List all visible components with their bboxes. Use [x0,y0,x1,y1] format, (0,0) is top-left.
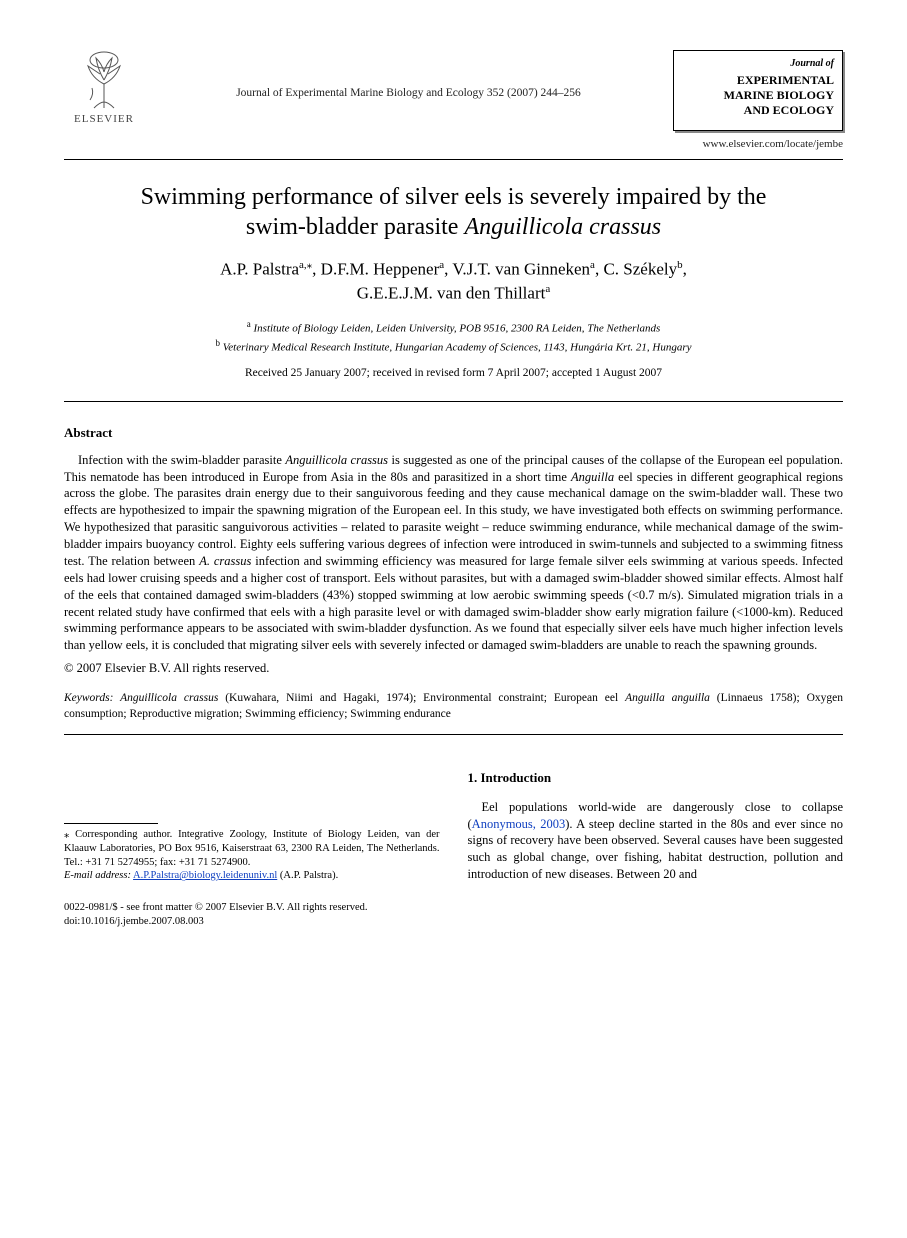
title-species: Anguillicola crassus [464,214,661,240]
abstract-copyright: © 2007 Elsevier B.V. All rights reserved… [64,660,843,677]
article-title: Swimming performance of silver eels is s… [74,182,833,242]
publisher-name: ELSEVIER [74,112,134,127]
publisher-logo: ELSEVIER [64,50,144,127]
footer: 0022-0981/$ - see front matter © 2007 El… [64,901,843,928]
article-dates: Received 25 January 2007; received in re… [64,366,843,382]
keywords: Keywords: Anguillicola crassus (Kuwahara… [64,691,843,722]
journal-box-wrap: Journal of EXPERIMENTAL MARINE BIOLOGY A… [673,50,843,151]
title-line2-pre: swim-bladder parasite [246,214,465,240]
journal-url: www.elsevier.com/locate/jembe [673,137,843,152]
rule-mid [64,401,843,402]
abstract-body: Infection with the swim-bladder parasite… [64,452,843,655]
author-5: G.E.E.J.M. van den Thillart [357,284,546,303]
two-column-region: ⁎ Corresponding author. Integrative Zool… [64,769,843,883]
keywords-label: Keywords: [64,692,120,704]
footnote-rule [64,823,158,824]
email-label: E-mail address: [64,870,131,881]
author-3: V.J.T. van Ginneken [452,260,590,279]
elsevier-tree-icon [74,50,134,110]
title-line1: Swimming performance of silver eels is s… [141,184,767,210]
affiliation-a: Institute of Biology Leiden, Leiden Univ… [251,322,661,334]
rule-top [64,159,843,160]
corresponding-email[interactable]: A.P.Palstra@biology.leidenuniv.nl [133,870,277,881]
corresponding-footnote: ⁎ Corresponding author. Integrative Zool… [64,828,440,883]
author-2: D.F.M. Heppener [321,260,440,279]
footer-doi: doi:10.1016/j.jembe.2007.08.003 [64,915,843,929]
column-left: ⁎ Corresponding author. Integrative Zool… [64,769,440,883]
affiliation-b: Veterinary Medical Research Institute, H… [220,341,692,353]
author-4: C. Székely [603,260,677,279]
author-1: A.P. Palstra [220,260,299,279]
affiliations: a Institute of Biology Leiden, Leiden Un… [64,318,843,356]
author-list: A.P. Palstraa,⁎, D.F.M. Heppenera, V.J.T… [64,258,843,305]
intro-heading: 1. Introduction [468,769,844,787]
citation-link[interactable]: Anonymous, 2003 [472,817,566,831]
journal-name-1: EXPERIMENTAL [682,73,834,88]
column-right: 1. Introduction Eel populations world-wi… [468,769,844,883]
rule-keywords [64,734,843,735]
footer-line1: 0022-0981/$ - see front matter © 2007 El… [64,901,843,915]
journal-cover-box: Journal of EXPERIMENTAL MARINE BIOLOGY A… [673,50,843,131]
journal-name-3: AND ECOLOGY [682,103,834,118]
header: ELSEVIER Journal of Experimental Marine … [64,50,843,151]
citation: Journal of Experimental Marine Biology a… [144,50,673,102]
journal-name-2: MARINE BIOLOGY [682,88,834,103]
intro-paragraph: Eel populations world-wide are dangerous… [468,799,844,883]
abstract-heading: Abstract [64,424,843,442]
page: ELSEVIER Journal of Experimental Marine … [0,0,907,968]
journal-of-label: Journal of [682,57,834,71]
